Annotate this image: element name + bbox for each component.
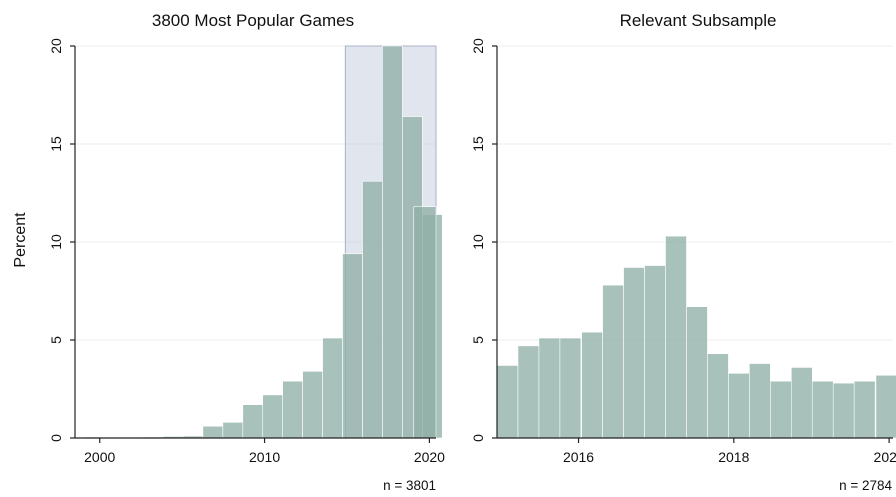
- left-x-tick-label: 2010: [249, 449, 280, 465]
- left-bar: [322, 337, 343, 439]
- right-bar: [644, 265, 666, 439]
- left-bar: [302, 371, 323, 439]
- right-sample-size-note: n = 2784: [839, 478, 892, 493]
- left-y-tick-label: 0: [48, 434, 64, 442]
- right-bar: [811, 380, 834, 439]
- right-x-tick-label: 2018: [718, 449, 749, 465]
- left-y-tick-label: 20: [48, 38, 64, 54]
- panel-right: Relevant Subsample 0 5 10 15 20 2016 2018 2020…: [470, 11, 896, 493]
- right-bars: [496, 235, 896, 439]
- right-bar: [602, 284, 624, 439]
- right-bar: [875, 374, 896, 439]
- left-y-ticks: 0 5 10 15 20: [48, 38, 75, 442]
- right-bar: [686, 306, 708, 439]
- right-y-ticks: 0 5 10 15 20: [470, 38, 497, 442]
- left-bar: [382, 45, 403, 439]
- right-bar: [559, 337, 582, 439]
- right-x-tick-label: 2020: [874, 449, 896, 465]
- left-bar: [202, 425, 224, 439]
- left-bar: [282, 380, 303, 439]
- right-bar: [496, 365, 519, 439]
- left-bar: [342, 253, 363, 439]
- right-bar: [581, 331, 603, 439]
- right-y-tick-label: 5: [470, 336, 486, 344]
- left-bar: [262, 394, 283, 439]
- right-chart-title: Relevant Subsample: [620, 11, 777, 30]
- right-bar: [623, 267, 645, 439]
- right-y-tick-label: 0: [470, 434, 486, 442]
- right-bar: [853, 380, 876, 439]
- left-chart-title: 3800 Most Popular Games: [152, 11, 354, 30]
- right-bar: [665, 235, 687, 439]
- left-bar: [362, 180, 383, 439]
- right-x-tick-label: 2016: [563, 449, 594, 465]
- right-bar: [538, 337, 561, 439]
- left-x-tick-label: 2000: [84, 449, 115, 465]
- left-x-ticks: 2000 2010 2020: [84, 438, 445, 465]
- right-bar: [832, 382, 855, 439]
- right-y-tick-label: 10: [470, 234, 486, 250]
- right-bar: [770, 380, 792, 439]
- right-bar: [517, 345, 540, 439]
- left-y-tick-label: 10: [48, 234, 64, 250]
- panel-left: 3800 Most Popular Games Percent 0 5 10 15 20…: [12, 11, 445, 493]
- left-bar: [222, 422, 244, 439]
- left-y-tick-label: 5: [48, 336, 64, 344]
- left-sample-size-note: n = 3801: [383, 478, 436, 493]
- right-bar: [728, 373, 750, 439]
- right-bar: [790, 367, 813, 439]
- right-bar: [707, 353, 729, 439]
- right-y-tick-label: 20: [470, 38, 486, 54]
- right-bar: [749, 363, 771, 439]
- left-bar: [413, 206, 437, 439]
- right-y-tick-label: 15: [470, 136, 486, 152]
- left-bars: [82, 45, 443, 439]
- left-y-tick-label: 15: [48, 136, 64, 152]
- left-x-tick-label: 2020: [414, 449, 445, 465]
- y-axis-label: Percent: [12, 212, 29, 268]
- right-x-ticks: 2016 2018 2020: [563, 438, 896, 465]
- left-bar: [242, 404, 264, 439]
